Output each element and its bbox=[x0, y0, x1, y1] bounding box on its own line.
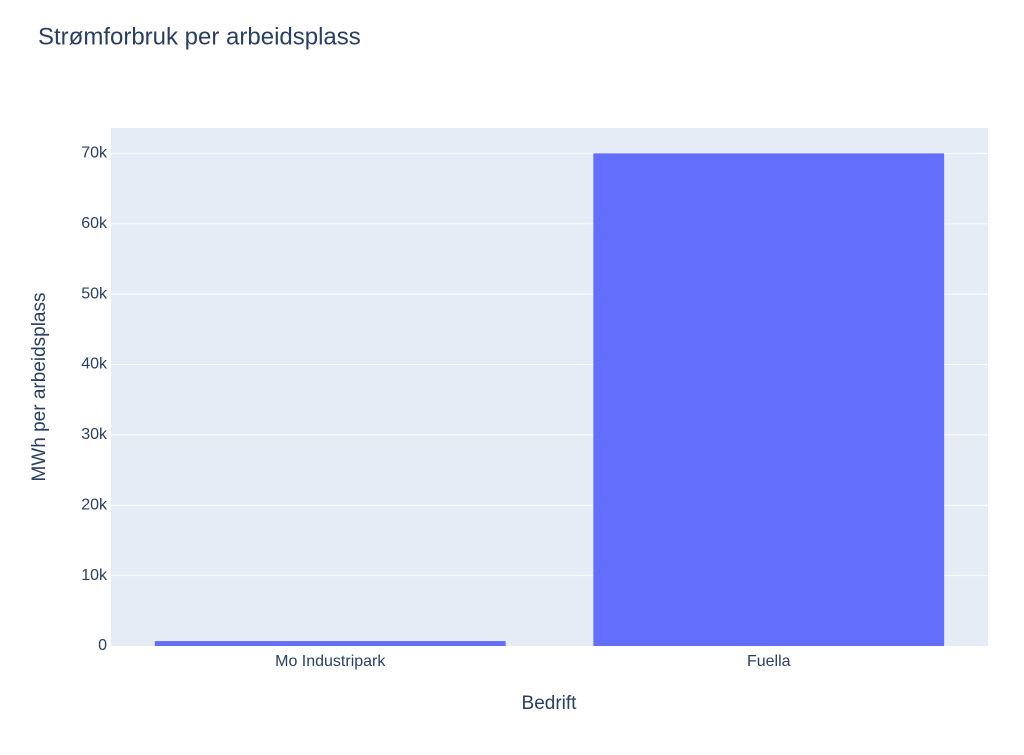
y-tick-label: 20k bbox=[81, 496, 108, 513]
bar bbox=[154, 641, 506, 646]
x-tick-label: Mo Industripark bbox=[275, 653, 386, 670]
y-tick-label: 30k bbox=[81, 426, 108, 443]
bar bbox=[593, 153, 945, 646]
y-tick-label: 50k bbox=[81, 285, 108, 302]
x-tick-label: Fuella bbox=[747, 653, 791, 670]
chart-title: Strømforbruk per arbeidsplass bbox=[38, 23, 361, 50]
y-axis-title: MWh per arbeidsplass bbox=[29, 292, 50, 481]
y-tick-label: 10k bbox=[81, 567, 108, 584]
y-tick-label: 60k bbox=[81, 215, 108, 232]
y-tick-label: 0 bbox=[98, 637, 107, 654]
y-tick-label: 70k bbox=[81, 145, 108, 162]
y-tick-label: 40k bbox=[81, 356, 108, 373]
x-axis-title: Bedrift bbox=[522, 693, 578, 714]
